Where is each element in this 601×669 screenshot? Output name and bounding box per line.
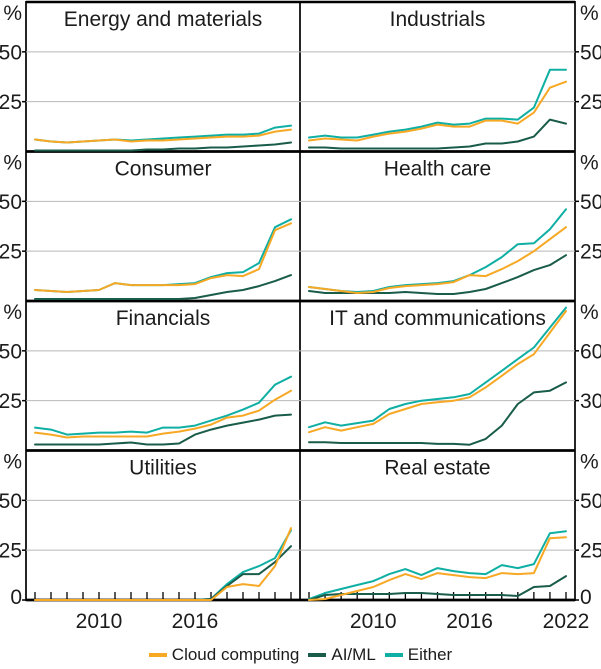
y-tick-label-50-utilities: 50	[0, 490, 22, 513]
y-tick-label-50-health-care: 50	[580, 191, 601, 214]
y-axis-unit-label-utilities: %	[3, 451, 22, 474]
x-tick-label-2010: 2010	[76, 610, 123, 633]
line-cloud_computing-financials	[34, 389, 292, 439]
legend-label: Cloud computing	[171, 644, 300, 664]
y-tick-label-25-industrials: 25	[580, 91, 601, 114]
y-tick-label-0-utilities: 0	[10, 586, 22, 609]
y-axis-unit-label-health-care: %	[580, 152, 599, 175]
line-either-health-care	[308, 208, 567, 293]
legend-dash-icon	[308, 652, 327, 657]
line-ai_ml-energy-and-materials	[34, 141, 292, 152]
line-either-financials	[34, 375, 292, 436]
y-tick-label-50-energy-and-materials: 50	[0, 41, 22, 64]
y-tick-label-30-it-and-communications: 30	[580, 390, 601, 413]
sector-adoption-chart-grid: 25 50% Energy and materials 25 50% Industrial…	[0, 0, 601, 633]
line-cloud_computing-industrials	[308, 80, 567, 142]
y-tick-label-25-real-estate: 25	[580, 540, 601, 563]
y-tick-label-60-it-and-communications: 60	[580, 340, 601, 363]
line-ai_ml-industrials	[308, 118, 567, 150]
legend: Cloud computing AI/ML Either	[0, 640, 601, 669]
legend-dash-icon	[384, 652, 403, 657]
y-axis-unit-label-financials: %	[3, 301, 22, 324]
legend-item-ai-ml: AI/ML	[308, 644, 376, 665]
line-either-utilities	[34, 529, 292, 601]
panel-title-health-care: Health care	[384, 158, 491, 181]
line-either-it-and-communications	[308, 306, 567, 429]
line-cloud_computing-real-estate	[308, 536, 567, 601]
panel-title-consumer: Consumer	[115, 158, 212, 181]
y-tick-label-50-industrials: 50	[580, 41, 601, 64]
legend-dash-icon	[148, 652, 167, 657]
y-tick-label-25-utilities: 25	[0, 540, 22, 563]
legend-label: Either	[407, 644, 453, 664]
y-tick-label-25-financials: 25	[0, 390, 22, 413]
panel-title-financials: Financials	[116, 307, 211, 330]
y-axis-unit-label-consumer: %	[3, 152, 22, 175]
x-tick-label-2022: 2022	[543, 610, 590, 633]
line-either-industrials	[308, 68, 567, 139]
line-cloud_computing-consumer	[34, 222, 292, 293]
line-ai_ml-real-estate	[308, 575, 567, 601]
legend-label: AI/ML	[331, 644, 376, 664]
x-tick-label-2016: 2016	[172, 610, 219, 633]
line-either-consumer	[34, 218, 292, 293]
y-tick-label-50-financials: 50	[0, 340, 22, 363]
line-ai_ml-it-and-communications	[308, 381, 567, 446]
x-tick-label-2010: 2010	[350, 610, 397, 633]
y-tick-label-0-real-estate: 0	[580, 586, 592, 609]
y-axis-unit-label-energy-and-materials: %	[3, 2, 22, 25]
line-ai_ml-utilities	[34, 545, 292, 601]
legend-item-cloud-computing: Cloud computing	[148, 644, 300, 665]
y-tick-label-25-health-care: 25	[580, 241, 601, 264]
y-tick-label-25-energy-and-materials: 25	[0, 91, 22, 114]
x-tick-label-2016: 2016	[446, 610, 493, 633]
line-cloud_computing-energy-and-materials	[34, 128, 292, 144]
legend-item-either: Either	[384, 644, 453, 665]
panel-title-utilities: Utilities	[129, 457, 197, 480]
y-tick-label-50-real-estate: 50	[580, 490, 601, 513]
y-axis-unit-label-industrials: %	[580, 2, 599, 25]
line-ai_ml-consumer	[34, 274, 292, 300]
line-cloud_computing-it-and-communications	[308, 310, 567, 434]
line-cloud_computing-utilities	[34, 527, 292, 601]
panel-title-energy-and-materials: Energy and materials	[64, 8, 262, 31]
y-axis-unit-label-it-and-communications: %	[580, 301, 599, 324]
y-tick-label-50-consumer: 50	[0, 191, 22, 214]
line-ai_ml-health-care	[308, 254, 567, 295]
panel-title-real-estate: Real estate	[384, 457, 490, 480]
line-cloud_computing-health-care	[308, 226, 567, 294]
panel-title-industrials: Industrials	[390, 8, 486, 31]
panel-title-it-and-communications: IT and communications	[329, 307, 546, 330]
line-either-real-estate	[308, 530, 567, 600]
y-tick-label-25-consumer: 25	[0, 241, 22, 264]
line-ai_ml-financials	[34, 413, 292, 446]
y-axis-unit-label-real-estate: %	[580, 451, 599, 474]
